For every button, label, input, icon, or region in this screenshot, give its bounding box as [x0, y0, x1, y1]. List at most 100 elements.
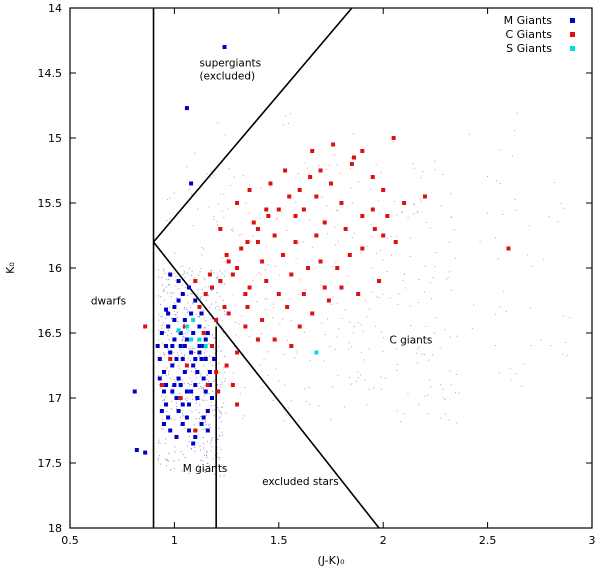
background-dot	[227, 258, 229, 260]
background-dot	[189, 384, 191, 386]
c-giants-point	[422, 194, 427, 199]
background-dot	[390, 254, 392, 256]
m-giants-point	[170, 389, 175, 394]
background-dot	[279, 274, 281, 276]
background-dot	[502, 213, 504, 215]
background-dot	[439, 347, 441, 349]
background-dot	[379, 249, 381, 251]
background-dot	[287, 339, 289, 341]
background-dot	[530, 345, 532, 347]
background-dot	[429, 379, 431, 381]
background-dot	[427, 413, 429, 415]
m-giants-point	[203, 337, 208, 342]
background-dot	[194, 277, 196, 279]
background-dot	[531, 265, 533, 267]
background-dot	[208, 393, 210, 395]
background-dot	[184, 277, 186, 279]
background-dot	[190, 448, 192, 450]
m-giants-point	[143, 450, 148, 455]
m-giants-point	[172, 337, 177, 342]
c-giants-point	[214, 370, 219, 374]
background-dot	[336, 164, 338, 166]
background-dot	[311, 268, 313, 270]
background-dot	[565, 341, 567, 343]
background-dot	[221, 431, 223, 433]
background-dot	[190, 348, 192, 350]
c-giants-point	[356, 292, 361, 296]
background-dot	[425, 326, 427, 328]
background-dot	[195, 402, 197, 404]
background-dot	[390, 335, 392, 337]
background-dot	[175, 275, 177, 277]
background-dot	[548, 216, 550, 218]
background-dot	[409, 305, 411, 307]
background-dot	[186, 369, 188, 371]
m-giants-point	[205, 409, 210, 413]
c-giants-point	[276, 292, 281, 296]
background-dot	[290, 319, 292, 321]
c-giants-point	[218, 279, 223, 283]
background-dot	[503, 290, 505, 292]
y-tick-label: 17.5	[38, 457, 63, 470]
background-dot	[211, 391, 213, 393]
background-dot	[180, 451, 182, 453]
c-giants-point	[287, 194, 292, 199]
background-dot	[209, 464, 211, 466]
background-dot	[188, 436, 190, 438]
m-giants-point	[184, 389, 189, 394]
background-dot	[158, 329, 160, 331]
background-dot	[370, 223, 372, 225]
background-dot	[417, 302, 419, 304]
m-giants-point	[191, 363, 196, 368]
excluded-stars-label: excluded stars	[262, 476, 339, 488]
background-dot	[200, 268, 202, 270]
background-dot	[174, 314, 176, 316]
background-dot	[162, 428, 164, 430]
background-dot	[336, 303, 338, 305]
background-dot	[177, 211, 179, 213]
background-dot	[434, 266, 436, 268]
background-dot	[351, 202, 353, 204]
background-dot	[176, 331, 178, 333]
background-dot	[217, 277, 219, 279]
background-dot	[164, 272, 166, 274]
background-dot	[323, 360, 325, 362]
background-dot	[396, 348, 398, 350]
c-giants-point	[343, 227, 348, 231]
background-dot	[162, 400, 164, 402]
background-dot	[224, 466, 226, 468]
background-dot	[453, 229, 455, 231]
background-dot	[212, 365, 214, 367]
m-giants-point	[166, 311, 171, 316]
background-dot	[553, 182, 555, 184]
m-giants-point	[197, 324, 202, 329]
background-dot	[212, 218, 214, 220]
background-dot	[368, 348, 370, 350]
background-dot	[206, 173, 208, 175]
c-giants-point	[339, 285, 344, 290]
m-giants-point	[199, 357, 204, 361]
background-dot	[166, 278, 168, 280]
background-dot	[362, 330, 364, 332]
background-dot	[505, 310, 507, 312]
x-tick-label: 2	[380, 534, 387, 547]
background-dot	[529, 307, 531, 309]
background-dot	[378, 199, 380, 201]
background-dot	[195, 313, 197, 315]
background-dot	[273, 306, 275, 308]
c-giants-point	[506, 246, 511, 251]
background-dot	[179, 416, 181, 418]
background-dot	[283, 354, 285, 356]
c-giants-point	[293, 214, 298, 218]
background-dot	[218, 417, 220, 419]
background-dot	[371, 267, 373, 269]
background-dot	[212, 174, 214, 176]
background-dot	[182, 339, 184, 341]
background-dot	[416, 210, 418, 212]
background-dot	[212, 317, 214, 319]
background-dot	[233, 176, 235, 178]
background-dot	[182, 274, 184, 276]
background-dot	[249, 336, 251, 338]
background-dot	[432, 276, 434, 278]
background-dot	[201, 387, 203, 389]
